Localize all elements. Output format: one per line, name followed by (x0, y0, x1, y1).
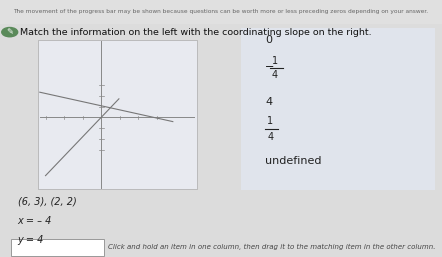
Text: Match the information on the left with the coordinating slope on the right.: Match the information on the left with t… (20, 27, 372, 37)
FancyBboxPatch shape (0, 24, 442, 257)
Text: 4: 4 (272, 70, 278, 80)
Text: Click and hold an item in one column, then drag it to the matching item in the o: Click and hold an item in one column, th… (108, 244, 436, 250)
Text: undefined: undefined (265, 156, 322, 166)
FancyBboxPatch shape (11, 239, 104, 256)
Text: 0: 0 (265, 35, 272, 45)
Text: 4: 4 (265, 97, 272, 106)
FancyBboxPatch shape (0, 0, 442, 24)
Text: 1: 1 (267, 116, 274, 126)
Text: x = – 4: x = – 4 (18, 216, 52, 226)
Text: y = 4: y = 4 (18, 235, 44, 244)
FancyBboxPatch shape (38, 40, 197, 189)
Text: 1: 1 (272, 56, 278, 66)
Text: The movement of the progress bar may be shown because questions can be worth mor: The movement of the progress bar may be … (13, 9, 429, 14)
Text: −: − (265, 62, 274, 72)
Text: 4: 4 (267, 132, 274, 142)
Circle shape (2, 27, 18, 37)
FancyBboxPatch shape (241, 28, 435, 190)
Text: (6, 3), (2, 2): (6, 3), (2, 2) (18, 197, 76, 207)
Text: ✎: ✎ (6, 27, 13, 37)
Text: −: − (265, 62, 274, 72)
